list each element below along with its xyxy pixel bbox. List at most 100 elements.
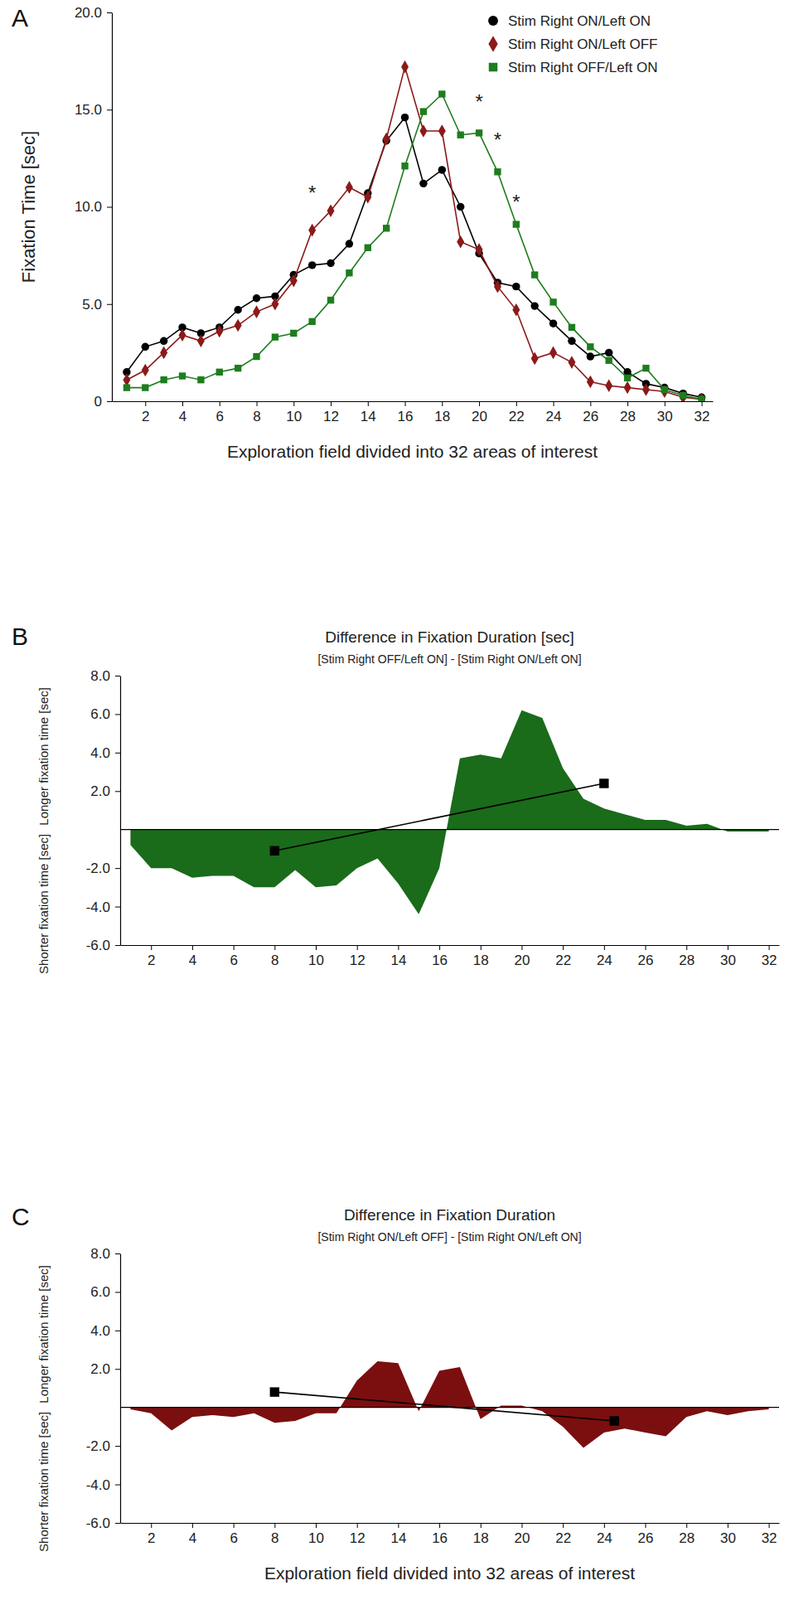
marker [327,296,334,304]
tick: 20 [471,401,488,425]
tick: -2.0 [86,860,121,877]
tick-mark [686,944,688,950]
x-axis: 2468101214161820222426283032 [112,401,714,425]
tick-label: 10 [285,408,302,425]
tick: 5.0 [82,296,112,313]
marker [382,132,391,146]
tick: 20.0 [74,4,112,21]
marker [549,346,557,360]
tick: 28 [678,1522,695,1546]
marker [141,363,150,378]
tick-mark [315,1522,317,1528]
tick: 4.0 [90,1322,121,1339]
title: Difference in Fixation Duration [343,1205,556,1224]
plot-area [130,1360,769,1448]
marker [586,375,595,389]
tick-mark [233,944,235,950]
tick-mark [405,401,407,407]
marker [234,319,243,333]
tick-mark [106,109,112,111]
tick-mark [521,1522,523,1528]
marker [141,343,150,351]
tick-label: 22 [555,1529,572,1546]
marker [661,386,668,393]
tick-label: 20 [513,952,530,969]
panel: A246810121416182022242628303205.010.015.… [11,4,714,461]
tick-mark [115,1291,121,1293]
markers [270,1386,620,1425]
marker [679,392,687,399]
tick-label: 30 [657,408,673,425]
marker [215,324,223,339]
tick-mark [479,401,480,407]
tick-mark [115,1253,121,1254]
panel-label: B [11,622,29,650]
tick-mark [106,207,112,209]
marker [642,364,649,372]
marker [531,271,538,278]
tick: 15.0 [74,101,112,118]
tick-label: 20 [513,1529,530,1546]
tick: 28 [678,944,695,969]
tick-label: 26 [638,952,654,969]
tick: 4.0 [90,745,121,761]
marker [345,239,354,247]
tick-label: 30 [720,952,736,969]
line [126,67,702,400]
tick-label: 14 [390,1529,407,1546]
tick: -6.0 [86,937,121,954]
tick-mark [150,944,152,950]
plot-area [130,710,769,915]
legend: Stim Right ON/Left ONStim Right ON/Left … [488,13,658,76]
tick-label: 2 [147,1529,155,1546]
marker [159,346,168,360]
marker [456,203,465,211]
marker [271,333,279,340]
tick-label: 24 [596,952,613,969]
tick-label: 10.0 [74,198,102,215]
tick: 26 [638,944,654,969]
tick-label: 18 [473,1529,489,1546]
tick-mark [145,401,146,407]
tick-label: 0 [94,393,102,410]
legend-label: Stim Right ON/Left ON [508,13,651,30]
tick-mark [664,401,666,407]
markers [122,113,706,402]
tick-label: 32 [761,952,778,969]
marker [624,381,632,395]
tick-mark [115,1445,121,1447]
tick-mark [330,401,332,407]
tick-mark [115,675,121,677]
tick: 30 [720,1522,736,1546]
marker [363,190,372,204]
axis-line [121,1522,780,1524]
tick: 0 [94,393,112,410]
tick-label: 28 [678,1529,695,1546]
legend-item: Stim Right ON/Left ON [488,13,651,30]
tick: 30 [720,944,736,969]
annotation: * [474,90,483,113]
zero-line [120,1406,780,1408]
marker [345,180,354,194]
tick-mark [115,713,121,715]
tick: 12 [323,401,339,425]
tick-label: -6.0 [86,937,111,954]
tick-label: 8.0 [90,1245,111,1262]
tick-label: -4.0 [86,1476,111,1493]
tick: 14 [390,944,407,969]
x-axis: 2468101214161820222426283032 [121,944,780,969]
tick-mark [701,401,703,407]
y-axis: 0 5.0 10.0 15.0 20.0 [74,4,113,410]
tick-label: -6.0 [86,1515,111,1531]
tick: 2 [147,944,155,969]
y-axis: -6.0-4.0-2.02.04.06.08.0 [86,667,122,954]
panel: BDifference in Fixation Duration [sec][S… [11,622,780,974]
tick-mark [727,944,729,950]
tick: -2.0 [86,1437,121,1454]
marker [697,395,705,402]
markers [122,60,706,402]
marker [308,261,316,269]
tick-mark [439,944,441,950]
tick: 24 [546,401,562,425]
tick-label: 12 [349,1529,366,1546]
